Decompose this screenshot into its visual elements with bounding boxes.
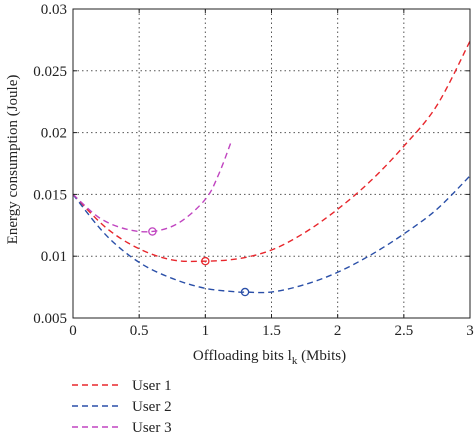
- x-tick-label: 1.5: [262, 323, 281, 339]
- x-tick-label: 0: [69, 323, 77, 339]
- y-tick-label: 0.03: [41, 2, 67, 18]
- grid-lines: [73, 9, 470, 318]
- x-tick-label: 2: [334, 323, 342, 339]
- x-axis-title: Offloading bits lk (Mbits): [193, 348, 346, 367]
- legend-label-1: User 1: [132, 378, 172, 394]
- x-axis-title-main: Offloading bits l: [193, 348, 292, 364]
- y-tick-label: 0.02: [41, 126, 67, 142]
- legend: User 1 User 2 User 3 Min. Point: [72, 378, 197, 443]
- series-line-user-3: [72, 139, 233, 233]
- y-axis-title: Energy consumption (Joule): [5, 75, 21, 245]
- x-tick-label: 0.5: [130, 323, 149, 339]
- y-tick-label: 0.025: [33, 64, 67, 80]
- x-axis-title-unit: (Mbits): [297, 348, 346, 364]
- series-lines: [72, 40, 471, 294]
- x-tick-label: 3: [466, 323, 474, 339]
- x-tick-label: 2.5: [394, 323, 413, 339]
- legend-label-3: User 3: [132, 420, 172, 436]
- x-tick-label: 1: [202, 323, 210, 339]
- legend-label-2: User 2: [132, 399, 172, 415]
- axis-ticks: 0 0.5 1 1.5 2 2.5 3 0.005 0.01 0.015 0.02 0.025 0.03: [33, 2, 474, 339]
- min-point-marker-3: [148, 227, 157, 236]
- y-tick-label: 0.005: [33, 311, 67, 327]
- series-line-user-1: [72, 40, 471, 263]
- x-axis-title-subscript: k: [292, 355, 298, 367]
- min-point-marker-1: [201, 256, 210, 266]
- legend-label-4: Min. Point: [132, 441, 197, 443]
- y-tick-label: 0.01: [41, 249, 67, 265]
- y-tick-label: 0.015: [33, 187, 67, 203]
- series-line-user-2: [72, 175, 471, 294]
- min-point-marker-2: [240, 287, 250, 297]
- min-point-markers: [148, 227, 250, 297]
